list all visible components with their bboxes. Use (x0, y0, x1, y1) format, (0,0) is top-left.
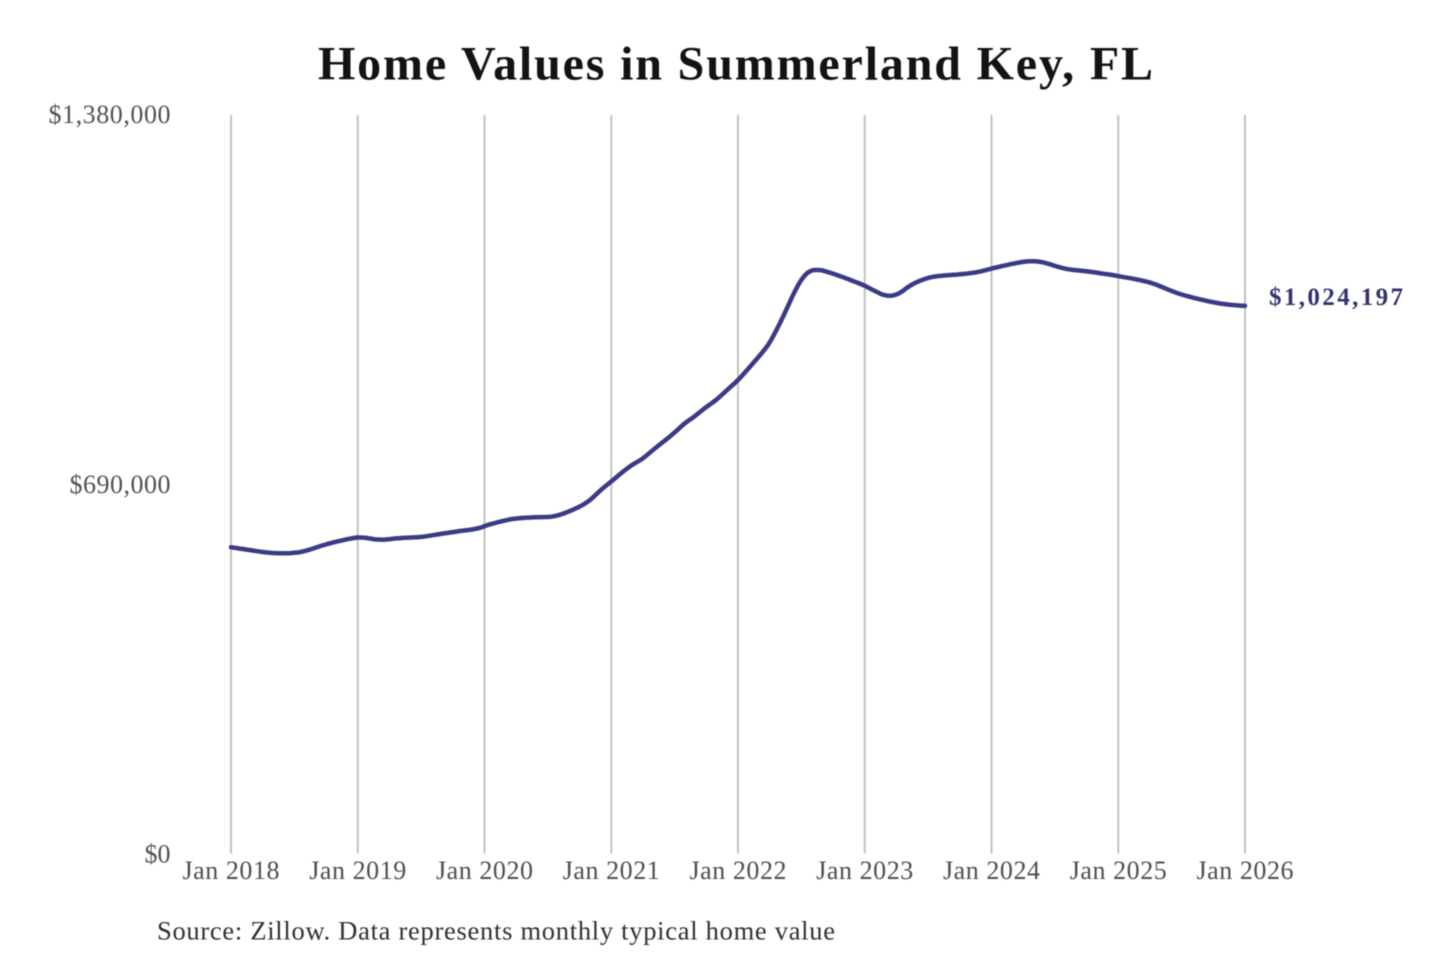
svg-text:Jan 2022: Jan 2022 (690, 856, 787, 885)
svg-text:Source: Zillow. Data represent: Source: Zillow. Data represents monthly … (157, 916, 835, 946)
svg-text:Jan 2025: Jan 2025 (1070, 856, 1167, 885)
svg-text:Jan 2021: Jan 2021 (563, 856, 660, 885)
svg-text:Jan 2024: Jan 2024 (943, 856, 1040, 885)
svg-text:$1,380,000: $1,380,000 (49, 100, 171, 129)
svg-text:$0: $0 (145, 840, 171, 869)
svg-text:$690,000: $690,000 (70, 470, 171, 499)
svg-text:Home Values in Summerland Key,: Home Values in Summerland Key, FL (318, 38, 1153, 91)
svg-text:Jan 2018: Jan 2018 (183, 856, 280, 885)
svg-text:Jan 2020: Jan 2020 (436, 856, 533, 885)
svg-text:Jan 2019: Jan 2019 (309, 856, 406, 885)
svg-text:Jan 2026: Jan 2026 (1197, 856, 1294, 885)
svg-text:Jan 2023: Jan 2023 (816, 856, 913, 885)
